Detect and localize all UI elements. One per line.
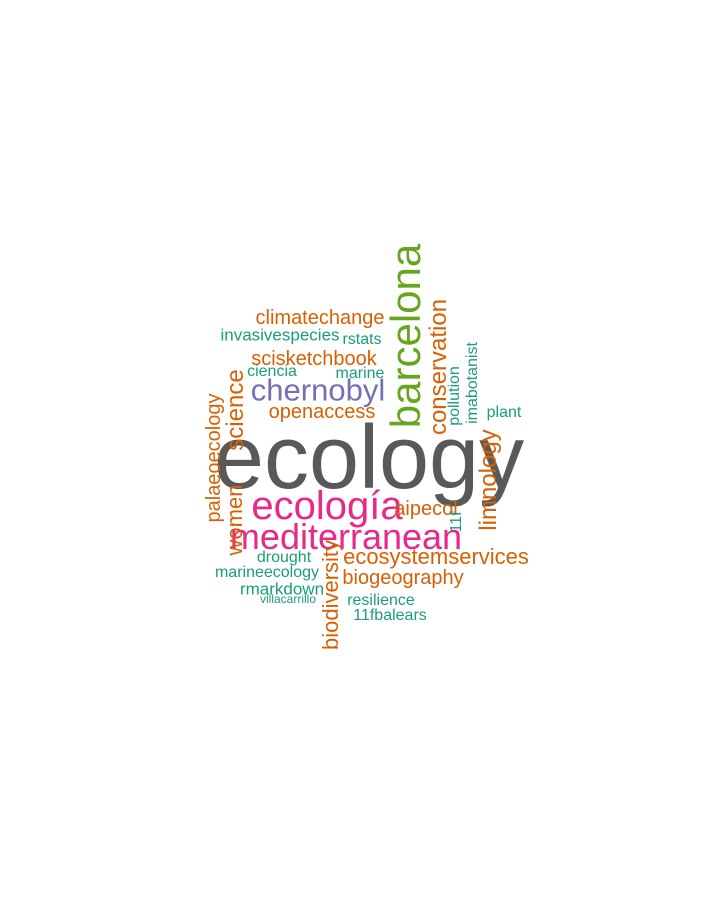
word-ciencia: ciencia bbox=[247, 363, 297, 380]
word-women: women bbox=[222, 484, 247, 556]
word-11f: 11f bbox=[448, 511, 465, 533]
word-aipecol: aipecol bbox=[394, 498, 458, 520]
word-openaccess: openaccess bbox=[268, 401, 376, 423]
word-ecosystemservices: ecosystemservices bbox=[343, 544, 529, 569]
word-pollution: pollution bbox=[446, 366, 463, 426]
word-scisketchbook: scisketchbook bbox=[251, 348, 377, 370]
word-marineecology: marineecology bbox=[214, 564, 320, 581]
word-invasivespecies: invasivespecies bbox=[220, 325, 340, 345]
word-imabotanist: imabotanist bbox=[464, 342, 481, 424]
word-rmarkdown: rmarkdown bbox=[239, 579, 325, 599]
word-climatechange: climatechange bbox=[255, 307, 385, 329]
word-science: science bbox=[222, 369, 249, 451]
word-rstats: rstats bbox=[342, 331, 382, 348]
word-mediterranean: mediterranean bbox=[229, 516, 463, 557]
word-biogeography: biogeography bbox=[342, 567, 464, 589]
word-drought: drought bbox=[256, 549, 312, 566]
word-barcelona: barcelona bbox=[382, 243, 429, 429]
word-limnology: limnology bbox=[475, 429, 502, 531]
word-marine: marine bbox=[335, 365, 385, 382]
word-villacarrillo: villacarrillo bbox=[259, 592, 317, 606]
word-resilience: resilience bbox=[347, 592, 415, 609]
word-ecology: ecology bbox=[213, 408, 525, 508]
word-ecologia: ecología bbox=[251, 484, 403, 528]
word-palaeoecology: palaeoecology bbox=[203, 393, 225, 523]
word-11fbalears: 11fbalears bbox=[353, 607, 427, 624]
word-chernobyl: chernobyl bbox=[250, 372, 386, 408]
word-plant: plant bbox=[486, 404, 522, 421]
